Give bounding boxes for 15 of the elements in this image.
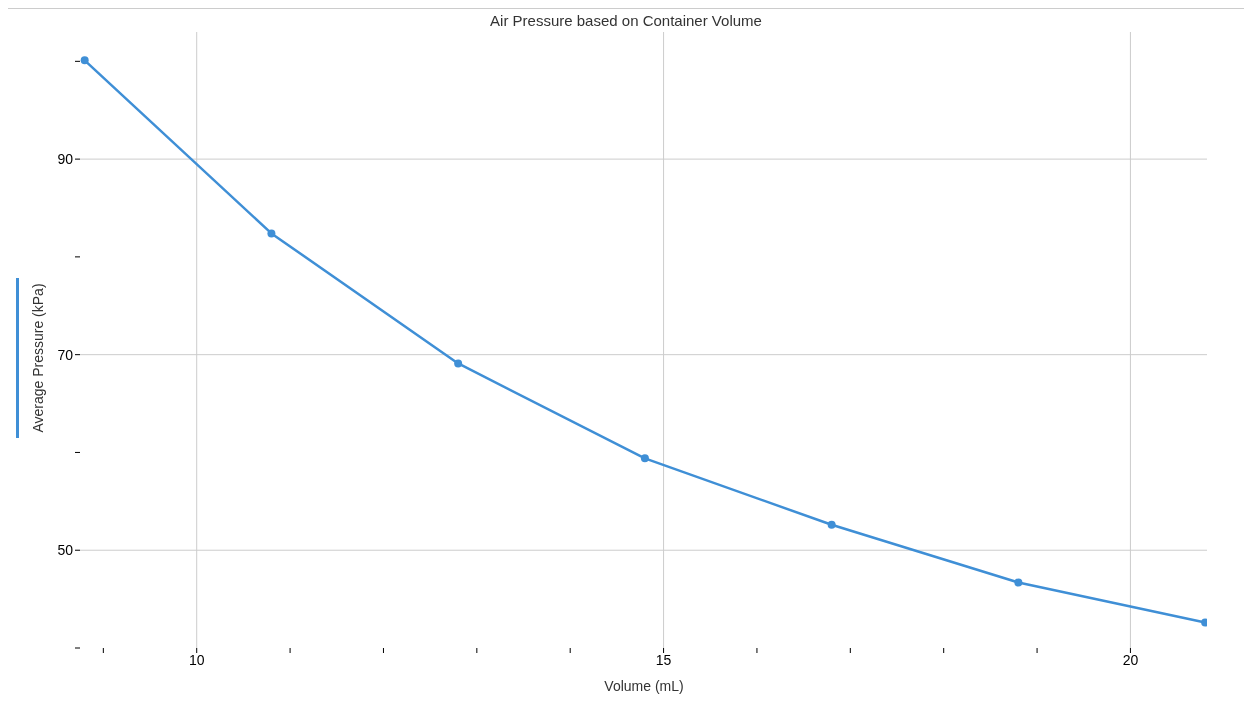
point bbox=[267, 229, 276, 238]
point bbox=[454, 359, 463, 368]
chart-title: Air Pressure based on Container Volume bbox=[489, 12, 763, 29]
y-tick-label: 70 bbox=[57, 346, 74, 363]
y-tick-label: 90 bbox=[57, 151, 74, 168]
y-axis-title: Average Pressure (kPa) bbox=[30, 283, 46, 433]
point bbox=[80, 56, 89, 65]
point bbox=[1014, 578, 1023, 587]
x-tick-label: 15 bbox=[655, 651, 672, 668]
x-tick-label: 20 bbox=[1122, 651, 1139, 668]
point bbox=[827, 520, 836, 529]
x-axis-title: Volume (mL) bbox=[603, 678, 685, 694]
point bbox=[640, 454, 649, 463]
x-tick-label: 10 bbox=[188, 651, 205, 668]
y-tick-label: 50 bbox=[57, 542, 74, 559]
